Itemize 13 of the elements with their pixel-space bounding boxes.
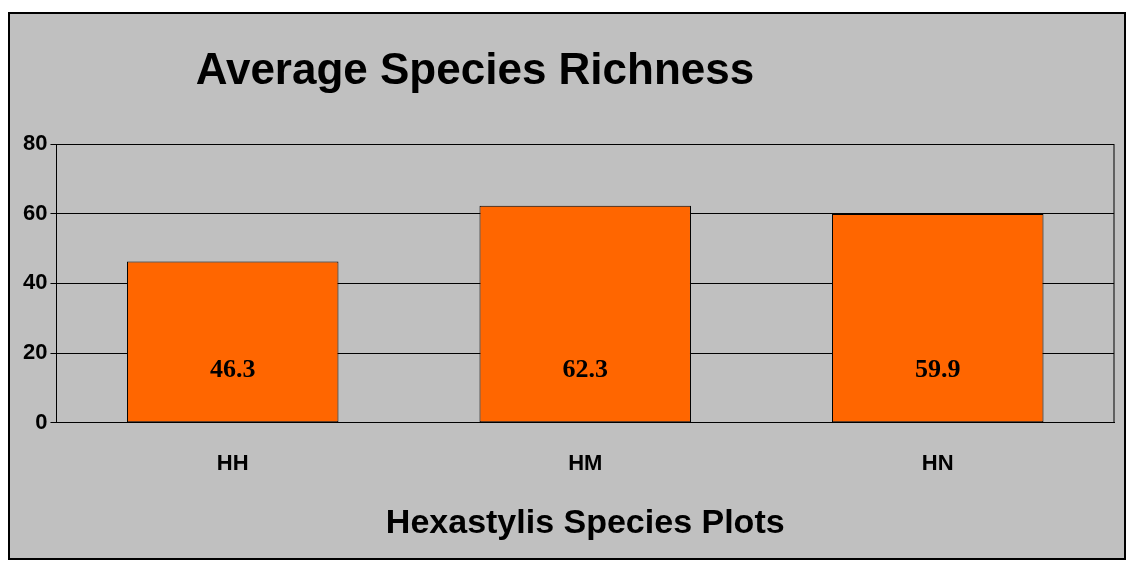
y-tick-label: 80	[22, 130, 48, 156]
y-tick-label: 0	[35, 408, 48, 434]
chart-title: Average Species Richness	[194, 44, 756, 94]
x-tick-label: HM	[568, 450, 603, 476]
y-tick-label: 40	[22, 269, 48, 295]
data-label: 62.3	[562, 354, 608, 384]
data-label: 59.9	[915, 354, 961, 384]
y-tick-label: 20	[22, 339, 48, 365]
x-axis-title: Hexastylis Species Plots	[385, 501, 785, 540]
data-label: 46.3	[209, 354, 256, 384]
x-tick-label: HN	[921, 450, 954, 476]
x-tick-label: HH	[216, 450, 249, 476]
y-tick-label: 60	[22, 199, 48, 225]
